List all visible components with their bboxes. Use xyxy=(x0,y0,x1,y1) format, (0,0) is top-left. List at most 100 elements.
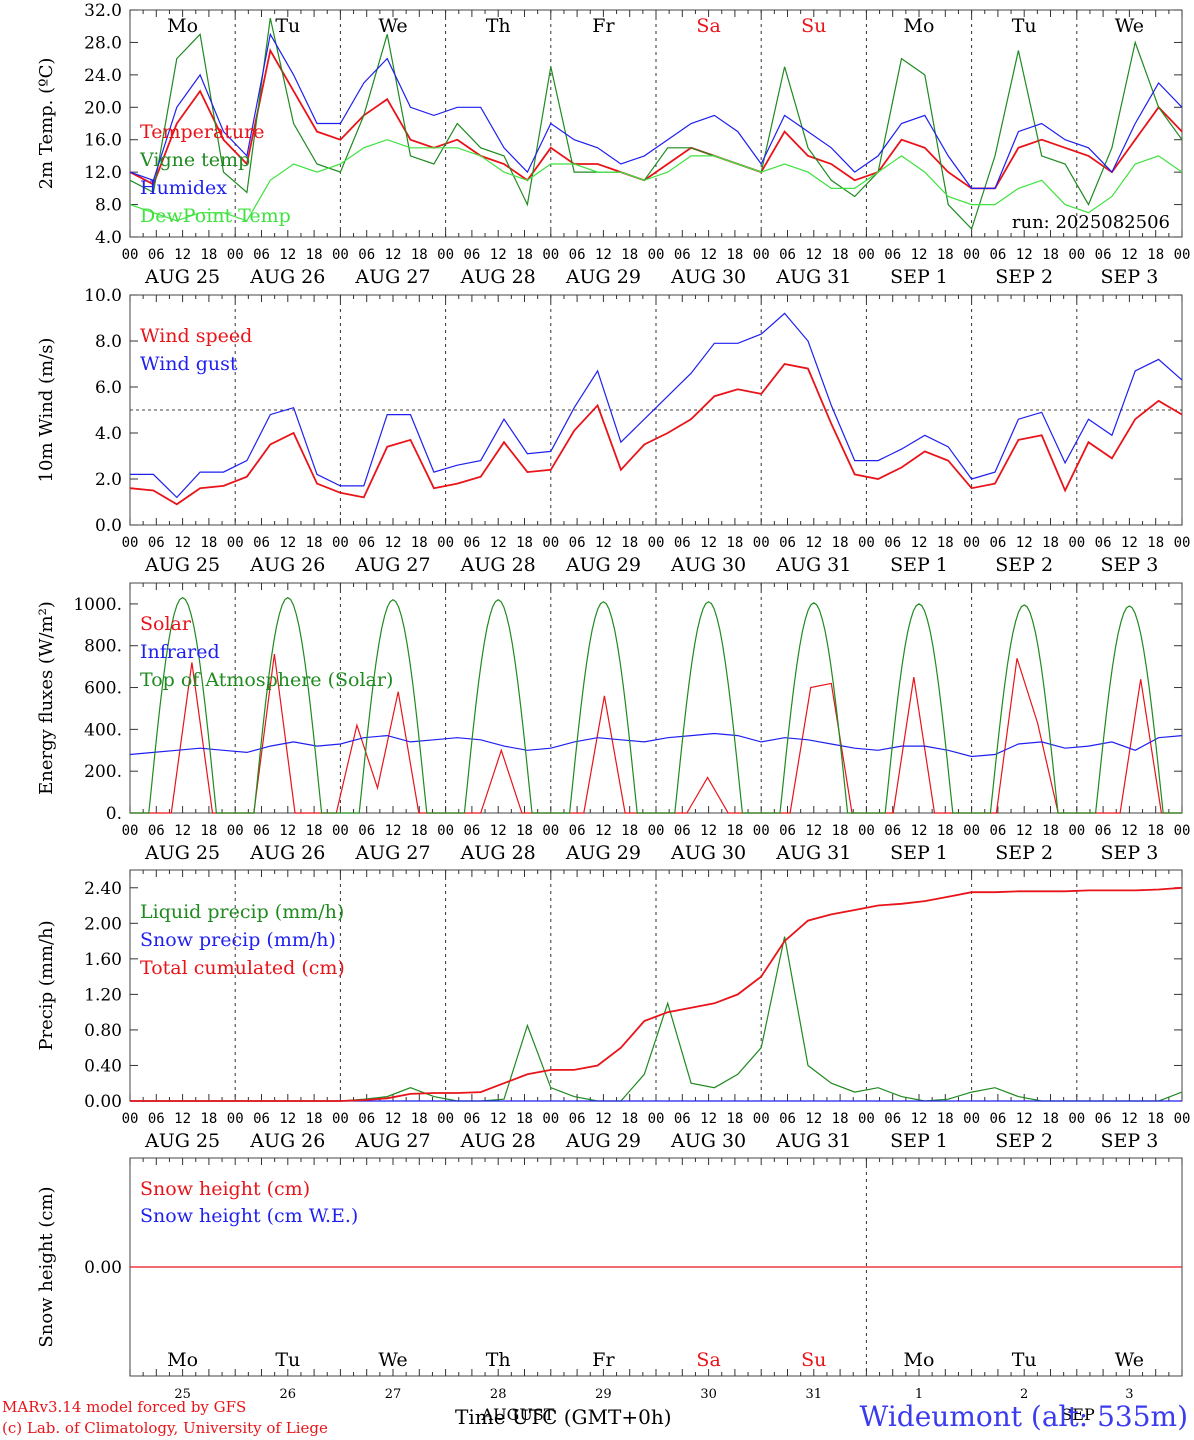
hour-tick-label: 18 xyxy=(516,1111,533,1127)
legend-wind-gust: Wind gust xyxy=(140,353,238,375)
hour-tick-label: 12 xyxy=(490,535,507,551)
day-label: AUG 25 xyxy=(144,266,220,288)
hour-tick-label: 00 xyxy=(437,247,454,263)
hour-tick-label: 18 xyxy=(306,1111,323,1127)
y-tick-label: 4.0 xyxy=(95,228,122,248)
hour-tick-label: 12 xyxy=(174,535,191,551)
hour-tick-label: 00 xyxy=(1068,247,1085,263)
day-label: AUG 27 xyxy=(354,554,430,576)
hour-tick-label: 12 xyxy=(385,247,402,263)
hour-tick-label: 00 xyxy=(542,1111,559,1127)
day-label: SEP 1 xyxy=(890,266,948,288)
hour-tick-label: 18 xyxy=(832,535,849,551)
hour-tick-label: 12 xyxy=(490,1111,507,1127)
hour-tick-label: 00 xyxy=(542,535,559,551)
hour-tick-label: 12 xyxy=(805,1111,822,1127)
hour-tick-label: 12 xyxy=(595,823,612,839)
y-tick-label: 2.00 xyxy=(84,914,122,934)
day-label: SEP 3 xyxy=(1100,1130,1158,1152)
hour-tick-label: 12 xyxy=(911,823,928,839)
y-tick-label: 0. xyxy=(106,804,122,824)
hour-tick-label: 18 xyxy=(200,1111,217,1127)
hour-tick-label: 18 xyxy=(832,823,849,839)
legend-infrared: Infrared xyxy=(140,641,220,663)
hour-tick-label: 00 xyxy=(332,823,349,839)
y-tick-label: 0.0 xyxy=(95,516,122,536)
hour-tick-label: 00 xyxy=(122,535,139,551)
day-label: AUG 26 xyxy=(249,266,325,288)
hour-tick-label: 12 xyxy=(279,1111,296,1127)
hour-tick-label: 00 xyxy=(963,823,980,839)
hour-tick-label: 00 xyxy=(1174,535,1191,551)
series-line-temperature xyxy=(129,47,1183,190)
day-number-label: 31 xyxy=(806,1387,823,1402)
legend-liquid-precip-mm-h-: Liquid precip (mm/h) xyxy=(140,901,344,923)
hour-tick-label: 12 xyxy=(805,247,822,263)
hour-tick-label: 06 xyxy=(1095,535,1112,551)
hour-tick-label: 06 xyxy=(463,247,480,263)
hour-tick-label: 06 xyxy=(358,535,375,551)
hour-tick-label: 06 xyxy=(569,247,586,263)
y-tick-label: 1.20 xyxy=(84,985,122,1005)
weekday-label: Mo xyxy=(904,15,935,37)
hour-tick-label: 18 xyxy=(200,535,217,551)
hour-tick-label: 18 xyxy=(832,247,849,263)
credit-line-2: (c) Lab. of Climatology, University of L… xyxy=(2,1419,328,1437)
y-axis-label: 2m Temp. (ºC) xyxy=(36,58,57,190)
hour-tick-label: 18 xyxy=(411,823,428,839)
hour-tick-label: 12 xyxy=(911,247,928,263)
hour-tick-label: 06 xyxy=(884,535,901,551)
hour-tick-label: 18 xyxy=(411,535,428,551)
hour-tick-label: 06 xyxy=(989,535,1006,551)
hour-tick-label: 06 xyxy=(1095,247,1112,263)
hour-tick-label: 12 xyxy=(1016,1111,1033,1127)
y-tick-label: 28.0 xyxy=(84,33,122,53)
day-number-label: 25 xyxy=(174,1387,191,1402)
y-tick-label: 32.0 xyxy=(84,1,122,21)
panel-snow: 0.00 Snow height (cm) Snow height (cm) Snow… xyxy=(36,1157,1183,1424)
day-label: AUG 28 xyxy=(460,842,536,864)
hour-tick-label: 06 xyxy=(779,535,796,551)
hour-tick-label: 00 xyxy=(753,535,770,551)
hour-tick-label: 00 xyxy=(332,1111,349,1127)
y-axis-label: Energy fluxes (W/m²) xyxy=(36,601,57,795)
hour-tick-label: 18 xyxy=(306,823,323,839)
hour-tick-label: 06 xyxy=(253,823,270,839)
hour-tick-label: 06 xyxy=(569,535,586,551)
legend-vigne-temp: Vigne temp xyxy=(139,149,250,171)
y-axis-label: 10m Wind (m/s) xyxy=(36,338,57,483)
hour-tick-label: 06 xyxy=(358,1111,375,1127)
hour-tick-label: 00 xyxy=(542,823,559,839)
day-label: AUG 25 xyxy=(144,1130,220,1152)
hour-tick-label: 00 xyxy=(963,1111,980,1127)
hour-tick-label: 00 xyxy=(437,535,454,551)
y-tick-label: 0.00 xyxy=(84,1258,122,1278)
y-tick-label: 24.0 xyxy=(84,66,122,86)
y-tick-label: 16.0 xyxy=(84,131,122,151)
hour-tick-label: 18 xyxy=(516,247,533,263)
hour-tick-label: 18 xyxy=(200,823,217,839)
hour-tick-label: 06 xyxy=(569,823,586,839)
hour-tick-label: 18 xyxy=(726,247,743,263)
hour-tick-label: 12 xyxy=(700,1111,717,1127)
hour-tick-label: 18 xyxy=(621,1111,638,1127)
hour-tick-label: 12 xyxy=(279,535,296,551)
hour-tick-label: 12 xyxy=(1121,535,1138,551)
series-line-total-cumulated-cm- xyxy=(130,886,1183,1102)
day-label: SEP 2 xyxy=(995,554,1053,576)
hour-tick-label: 12 xyxy=(595,535,612,551)
hour-tick-label: 06 xyxy=(358,823,375,839)
legend-solar: Solar xyxy=(140,613,192,635)
hour-tick-label: 00 xyxy=(227,1111,244,1127)
series-line-humidex xyxy=(129,32,1183,189)
hour-tick-label: 12 xyxy=(174,247,191,263)
day-number-label: 26 xyxy=(280,1387,297,1402)
hour-tick-label: 00 xyxy=(648,247,665,263)
y-axis-label: Precip (mm/h) xyxy=(36,920,57,1050)
day-label: SEP 3 xyxy=(1100,842,1158,864)
hour-tick-label: 00 xyxy=(753,1111,770,1127)
hour-tick-label: 00 xyxy=(227,535,244,551)
hour-tick-label: 06 xyxy=(989,1111,1006,1127)
day-label: SEP 1 xyxy=(890,1130,948,1152)
hour-tick-label: 00 xyxy=(1174,247,1191,263)
